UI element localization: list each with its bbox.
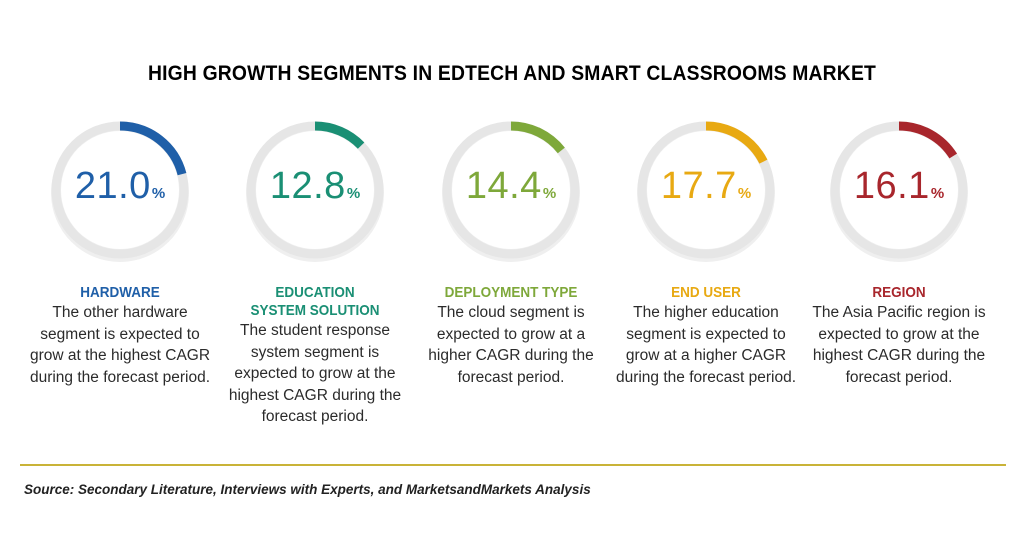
gauge-arc [898, 121, 958, 159]
gauge-value-unit: % [151, 185, 166, 202]
gauge-face [256, 131, 374, 249]
divider-line [20, 464, 1006, 466]
gauge-value: 21.0% [22, 167, 218, 205]
gauge-arc [705, 121, 768, 164]
segment-4: 17.7% END USER The higher education segmen… [608, 112, 804, 388]
gauge: 21.0% [22, 112, 218, 268]
gauge-face [61, 131, 179, 249]
gauge-graphic [246, 121, 384, 262]
gauge-arc [510, 121, 565, 154]
segment-name: END USER [671, 284, 741, 301]
gauge-value: 17.7% [608, 167, 804, 205]
gauge: 16.1% [801, 112, 997, 268]
gauge-value-number: 14.4 [465, 165, 542, 207]
gauge-value-number: 21.0 [74, 165, 151, 207]
gauge-face [647, 131, 765, 249]
gauge-graphic [637, 121, 775, 262]
gauge-value: 14.4% [413, 167, 609, 205]
gauge: 14.4% [413, 112, 609, 268]
gauge-face [840, 131, 958, 249]
gauge-value-unit: % [737, 185, 752, 202]
segment-description: The cloud segment is expected to grow at… [428, 304, 594, 386]
segment-name: DEPLOYMENT TYPE [444, 284, 578, 301]
segment-name: EDUCATION SYSTEM SOLUTION [250, 284, 380, 319]
gauge-value-number: 12.8 [269, 165, 346, 207]
segment-name: HARDWARE [80, 284, 160, 301]
gauge-value-unit: % [930, 185, 945, 202]
gauge-graphic [51, 121, 189, 262]
gauge-value-number: 16.1 [853, 165, 930, 207]
segment-description: The higher education segment is expected… [615, 304, 797, 386]
segment-2: 12.8% EDUCATION SYSTEM SOLUTION The studen… [217, 112, 413, 428]
segment-description: The other hardware segment is expected t… [29, 304, 211, 386]
chart-title: HIGH GROWTH SEGMENTS IN EDTECH AND SMART… [147, 62, 877, 85]
source-note: Source: Secondary Literature, Interviews… [24, 482, 591, 497]
gauge-value-unit: % [542, 185, 557, 202]
segment-1: 21.0% HARDWARE The other hardware segment … [22, 112, 218, 388]
segment-3: 14.4% DEPLOYMENT TYPE The cloud segment is… [413, 112, 609, 388]
segment-5: 16.1% REGION The Asia Pacific region is ex… [801, 112, 997, 388]
segment-description: The student response system segment is e… [228, 322, 402, 425]
gauge: 17.7% [608, 112, 804, 268]
gauge-value-unit: % [346, 185, 361, 202]
gauge-value-number: 17.7 [660, 165, 737, 207]
gauge-arc [119, 121, 187, 176]
gauge-graphic [830, 121, 968, 262]
gauge-face [452, 131, 570, 249]
segment-description: The Asia Pacific region is expected to g… [812, 304, 986, 386]
segment-name: REGION [872, 284, 926, 301]
gauge: 12.8% [217, 112, 413, 268]
gauge-value: 16.1% [801, 167, 997, 205]
gauge-graphic [442, 121, 580, 262]
gauge-value: 12.8% [217, 167, 413, 205]
gauge-arc [314, 121, 365, 149]
